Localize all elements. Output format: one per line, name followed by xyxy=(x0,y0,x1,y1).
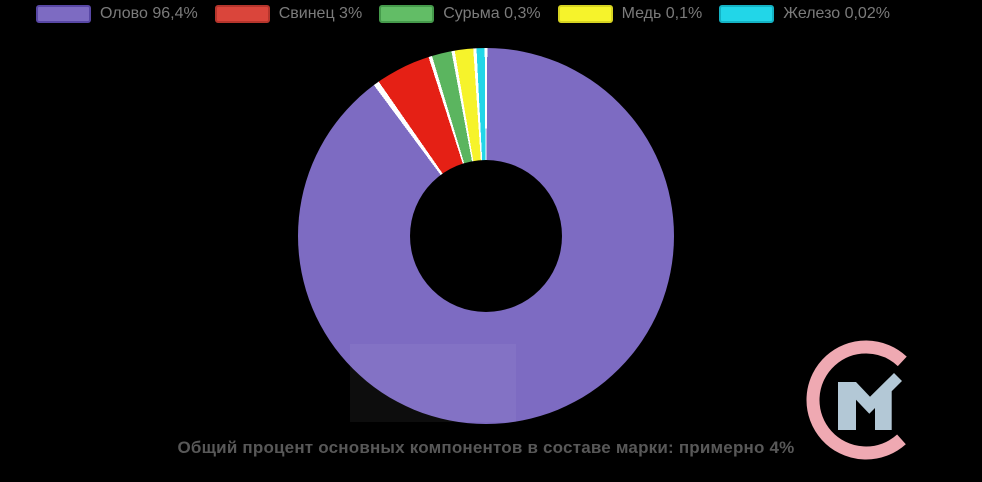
legend-label-olovo: Олово 96,4% xyxy=(100,5,198,22)
legend-item-surma[interactable]: Сурьма 0,3% xyxy=(379,5,541,23)
legend-swatch-med xyxy=(557,5,613,23)
legend-label-surma: Сурьма 0,3% xyxy=(443,5,541,22)
legend-swatch-zhelezo xyxy=(719,5,775,23)
legend-item-zhelezo[interactable]: Железо 0,02% xyxy=(719,5,890,23)
logo-c-ring xyxy=(806,340,926,460)
legend-item-svinec[interactable]: Свинец 3% xyxy=(214,5,363,23)
legend-label-med: Медь 0,1% xyxy=(621,5,703,22)
legend-swatch-surma xyxy=(379,5,435,23)
logo-m-checkmark xyxy=(838,373,902,430)
chart-legend: Олово 96,4% Свинец 3% Сурьма 0,3% Медь 0… xyxy=(36,5,890,23)
legend-item-med[interactable]: Медь 0,1% xyxy=(557,5,703,23)
legend-swatch-svinec xyxy=(214,5,270,23)
cm-checkmark-logo xyxy=(806,340,926,460)
legend-item-olovo[interactable]: Олово 96,4% xyxy=(36,5,198,23)
legend-swatch-olovo xyxy=(36,5,91,23)
legend-label-svinec: Свинец 3% xyxy=(278,5,363,22)
legend-label-zhelezo: Железо 0,02% xyxy=(783,5,890,22)
donut-chart[interactable] xyxy=(298,48,674,424)
donut-hole xyxy=(410,160,562,312)
chart-caption: Общий процент основных компонентов в сос… xyxy=(177,438,795,457)
watermark-box xyxy=(350,344,516,422)
